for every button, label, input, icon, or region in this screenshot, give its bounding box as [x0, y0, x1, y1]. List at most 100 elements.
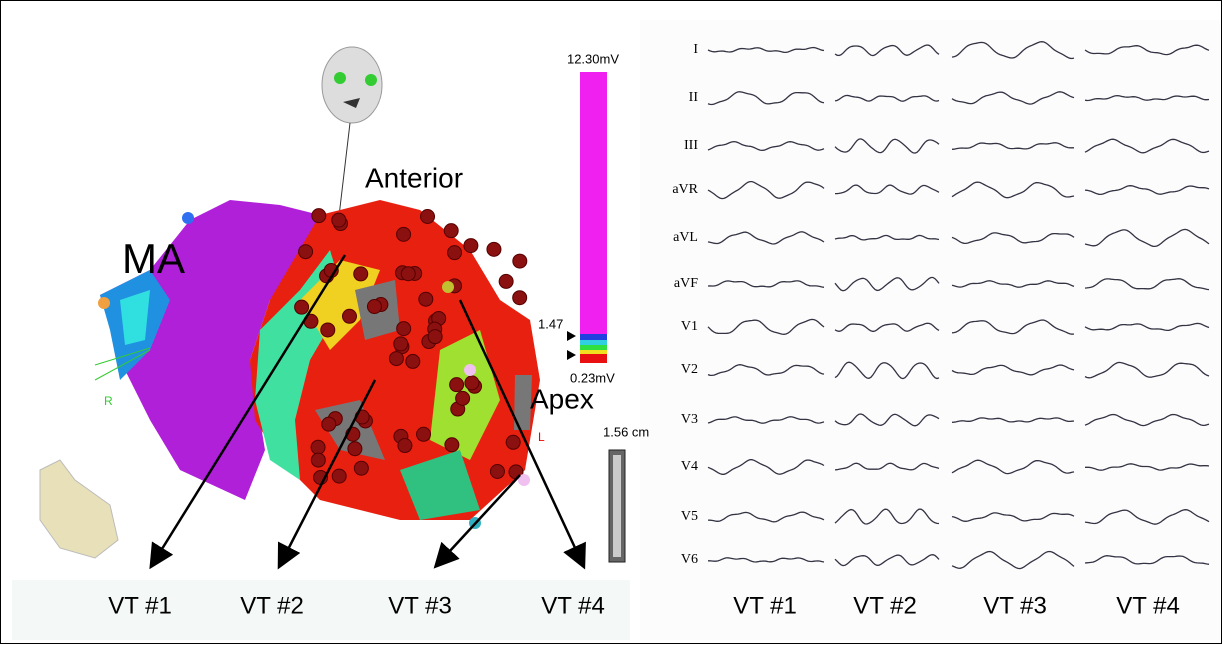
ecg-trace — [951, 41, 1075, 60]
ablation-point — [393, 336, 409, 352]
arrow — [149, 254, 347, 570]
ablation-point — [420, 209, 436, 225]
ecg-trace — [834, 94, 940, 102]
marker-point — [182, 212, 194, 224]
ecg-trace — [834, 508, 940, 525]
eye — [365, 74, 377, 86]
lead-label: V5 — [681, 509, 698, 524]
ecg-trace — [951, 91, 1075, 105]
ecg-trace — [834, 44, 940, 57]
ecg-trace — [834, 276, 940, 292]
ablation-point — [405, 353, 421, 369]
ruler-inner — [613, 455, 621, 557]
ecg-trace — [707, 511, 825, 523]
map-surface — [120, 290, 150, 345]
ecg-trace — [1084, 138, 1210, 154]
ablation-point — [331, 468, 347, 484]
ablation-point — [455, 390, 471, 406]
ecg-vt-label: VT #2 — [853, 592, 917, 619]
ablation-point — [310, 439, 326, 455]
ecg-trace — [951, 319, 1075, 335]
map-label-l: L — [538, 430, 545, 444]
map-vt-label: VT #3 — [388, 592, 452, 619]
ecg-trace — [707, 459, 825, 475]
ecg-trace — [707, 46, 825, 54]
ecg-trace — [1084, 185, 1210, 196]
ablation-point — [418, 291, 434, 307]
ablation-point — [464, 375, 480, 391]
lead-label: V6 — [681, 552, 698, 567]
ecg-trace — [951, 459, 1075, 475]
map-label-anterior: Anterior — [365, 162, 463, 193]
marker-point — [442, 281, 454, 293]
ecg-trace — [707, 364, 825, 377]
catheter-line — [94, 347, 151, 366]
eye — [334, 72, 346, 84]
colorbar-band — [580, 354, 607, 363]
colorbar-band — [580, 334, 607, 340]
colorbar-min: 0.23mV — [570, 370, 615, 385]
map-label-ma: MA — [122, 235, 185, 282]
mouth — [343, 98, 360, 108]
ablation-point — [396, 226, 412, 242]
map-surface — [400, 450, 480, 520]
ecg-trace — [1084, 228, 1210, 248]
ecg-trace — [1084, 278, 1210, 291]
catheter-line — [94, 349, 151, 381]
lead-label: aVF — [674, 276, 698, 291]
lead-label: III — [684, 138, 698, 153]
ablation-point — [400, 266, 416, 282]
map-label-r: R — [104, 394, 113, 408]
ecg-trace — [834, 322, 940, 333]
marker-point — [98, 297, 110, 309]
ablation-point — [444, 437, 460, 453]
lead-label: V3 — [681, 412, 698, 427]
ablation-point — [443, 223, 459, 239]
ablation-point — [331, 212, 347, 228]
ecg-trace — [834, 361, 940, 380]
map-surface — [100, 200, 330, 500]
ecg-trace — [707, 416, 825, 424]
ecg-trace — [707, 318, 825, 335]
ablation-point — [505, 434, 521, 450]
ecg-trace — [707, 280, 825, 288]
map-vt-label: VT #4 — [541, 592, 605, 619]
map-label-apex: Apex — [530, 383, 594, 414]
marker-point — [464, 364, 476, 376]
lead-label: V1 — [681, 319, 698, 334]
arrow — [277, 379, 377, 570]
lead-label: V2 — [681, 362, 698, 377]
ablation-point — [489, 463, 505, 479]
ecg-trace — [834, 413, 940, 427]
arrow — [458, 299, 586, 570]
ecg-trace — [951, 417, 1075, 423]
ecg-trace — [834, 554, 940, 567]
ecg-trace — [951, 181, 1075, 199]
lead-label: V4 — [681, 459, 698, 474]
ecg-trace — [835, 184, 940, 195]
ablation-point — [294, 299, 310, 315]
ecg-trace — [707, 91, 825, 106]
map-surface — [300, 260, 380, 350]
ablation-point — [486, 241, 502, 257]
colorbar-band — [580, 340, 607, 345]
ecg-trace — [951, 512, 1075, 522]
marker-point — [518, 474, 530, 486]
ecg-trace — [1084, 322, 1210, 332]
ablation-point — [366, 299, 382, 315]
ablation-point — [512, 290, 528, 306]
orientation-head — [321, 46, 383, 124]
heart-icon — [39, 459, 119, 559]
lead-label: II — [689, 90, 699, 105]
ecg-trace — [951, 142, 1074, 150]
ecg-trace — [1084, 509, 1210, 525]
ecg-trace — [1084, 555, 1210, 565]
colorbar-high — [580, 72, 607, 334]
ablation-point — [463, 238, 479, 254]
lead-label: aVR — [672, 182, 698, 197]
ablation-point — [427, 329, 443, 345]
ablation-point — [447, 245, 463, 261]
threshold-marker — [567, 331, 576, 341]
ablation-point — [321, 416, 337, 432]
